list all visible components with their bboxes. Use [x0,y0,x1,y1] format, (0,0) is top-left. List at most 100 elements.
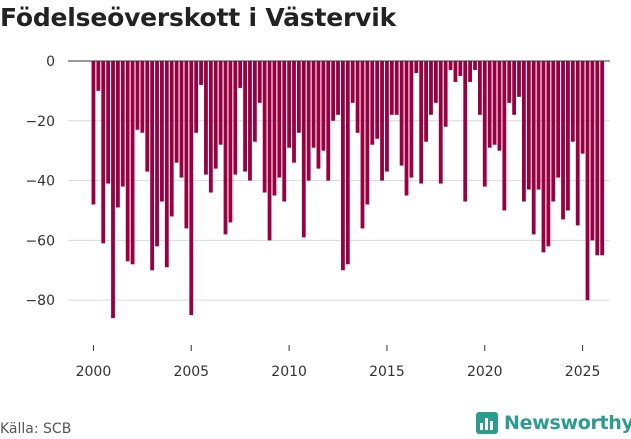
bar [282,61,287,202]
source-note: Källa: SCB [0,421,72,437]
bar [341,61,345,271]
bar [223,61,228,235]
bar [174,61,179,163]
bar [296,61,301,133]
bar [502,61,507,211]
bar [101,61,106,244]
bar [194,61,199,133]
bar [292,61,296,163]
bar [375,61,380,139]
bar [365,61,370,205]
bar [561,61,565,220]
bar [91,61,96,205]
bar [585,61,590,301]
bar [111,61,115,319]
bar [419,61,424,184]
bar [507,61,512,103]
bar [106,61,111,184]
bar [380,61,384,181]
bar [228,61,233,223]
bar [267,61,272,241]
y-tick-label: −60 [25,233,55,249]
bar-chart-icon [476,412,498,434]
bar [414,61,419,73]
bar [448,61,453,70]
bar [238,61,243,88]
bar [546,61,551,247]
bar [189,61,194,316]
bar [424,61,428,142]
bar [600,61,605,256]
bar [120,61,125,187]
bar [595,61,600,256]
bar [433,61,438,103]
y-tick-label: −40 [25,174,55,190]
bar [575,61,580,226]
brand-name: Newsworthy [504,412,631,434]
bar [429,61,433,115]
bar [477,61,482,115]
x-tick-label: 2005 [173,364,209,380]
bar [150,61,155,271]
bar [468,61,473,82]
bar [287,61,292,148]
bar [311,61,316,148]
bar [385,61,389,172]
newsworthy-logo[interactable]: Newsworthy [476,409,631,437]
bar [301,61,306,238]
bar [522,61,526,202]
bar [526,61,531,190]
bar [331,61,336,121]
bar [443,61,448,127]
bar [306,61,311,181]
bar [453,61,458,82]
bar [556,61,561,178]
bar [394,61,399,115]
x-tick-label: 2015 [369,364,405,380]
bar [590,61,595,241]
bar [566,61,570,211]
bar [463,61,468,202]
bar [345,61,350,265]
bar [370,61,375,145]
x-tick-label: 2020 [467,364,503,380]
bar [96,61,101,91]
bar [536,61,541,190]
bar [517,61,521,97]
bar [512,61,517,115]
bar [541,61,546,253]
bar [169,61,174,217]
bar [336,61,340,115]
bar [473,61,477,70]
x-tick-label: 2010 [271,364,307,380]
y-tick-label: 0 [46,54,55,70]
bar [321,61,326,151]
bar [409,61,414,178]
bar [355,61,360,133]
bar [155,61,159,247]
bar [389,61,394,115]
bar [262,61,267,193]
bar [316,61,321,169]
bar [492,61,497,145]
bar [252,61,257,142]
bar-series [91,61,605,319]
bar [497,61,502,151]
bar [218,61,223,145]
bar [350,61,355,103]
chart-title: Födelseöverskott i Västervik [0,3,396,32]
bar [204,61,208,175]
bar [130,61,135,265]
y-tick-label: −80 [25,293,55,309]
bar [145,61,150,172]
bar [184,61,189,229]
x-axis-ticks: 2000 2005 2010 2015 2020 2025 [76,345,600,380]
bar [482,61,487,187]
bar [458,61,463,76]
bar [243,61,247,172]
bar [531,61,536,235]
x-tick-label: 2000 [76,364,112,380]
bar [160,61,164,202]
bar [399,61,404,166]
